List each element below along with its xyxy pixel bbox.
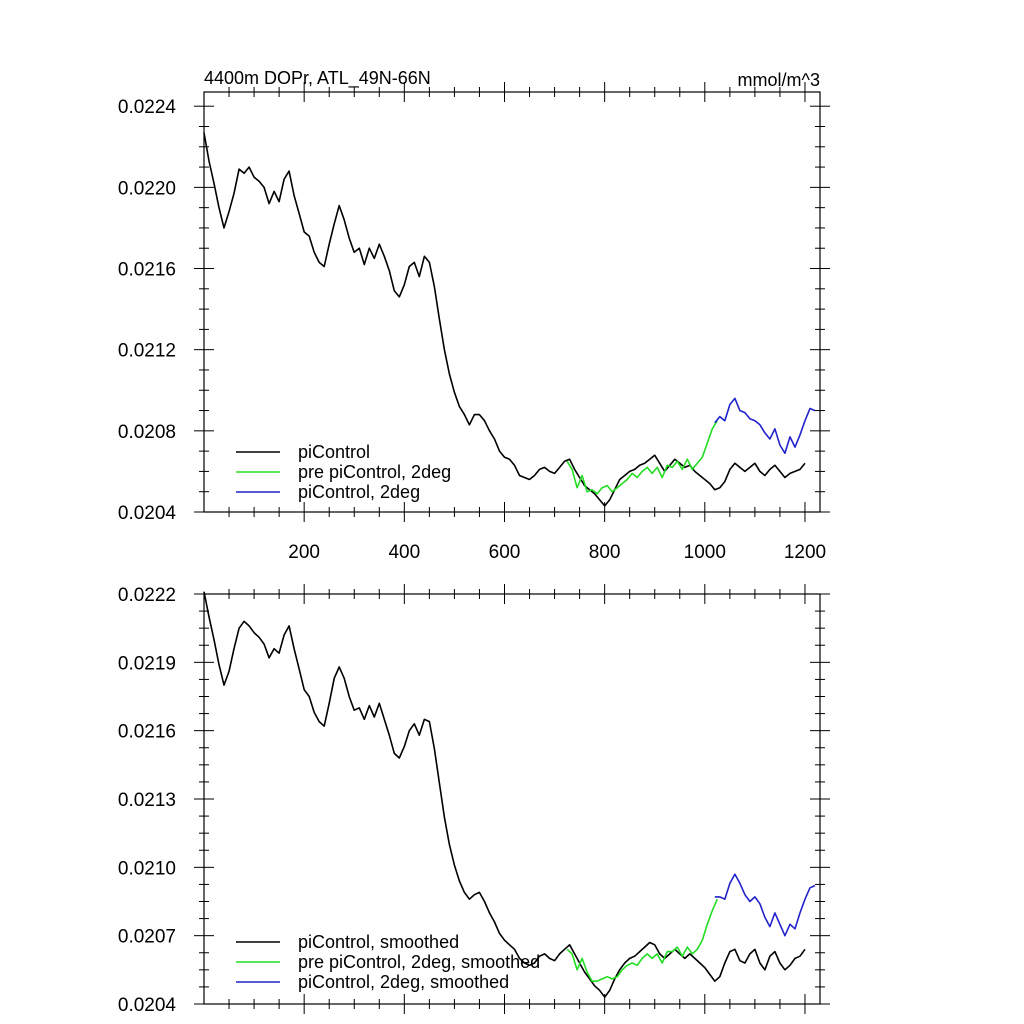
x-tick-label: 400: [388, 542, 420, 563]
series-line: [566, 898, 719, 983]
x-tick-label: 600: [489, 542, 521, 563]
plot-frame: [203, 91, 821, 513]
units-label: mmol/m^3: [738, 70, 820, 90]
y-tick-label: 0.0224: [118, 97, 177, 118]
x-tick-label: 800: [589, 542, 621, 563]
y-tick-label: 0.0220: [118, 178, 176, 199]
y-tick-label: 0.0210: [118, 858, 176, 879]
x-tick-label: 1000: [684, 542, 726, 563]
chart-title: 4400m DOPr, ATL_49N-66N: [204, 68, 431, 89]
series-line: [203, 591, 806, 999]
series-line: [566, 420, 718, 495]
series-line: [714, 397, 816, 455]
y-tick-label: 0.0213: [118, 790, 176, 811]
legend-label: piControl, smoothed: [298, 932, 459, 952]
top-panel: 4400m DOPr, ATL_49N-66N mmol/m^3 200 400 6…: [118, 68, 830, 563]
series-line: [714, 873, 816, 937]
y-tick-label: 0.0207: [118, 927, 176, 948]
legend-label: pre piControl, 2deg: [298, 462, 451, 482]
legend-label: piControl, 2deg, smoothed: [298, 972, 509, 992]
y-tick-label: 0.0208: [118, 422, 176, 443]
y-tick-label: 0.0222: [118, 585, 176, 606]
y-tick-label: 0.0212: [118, 341, 176, 362]
legend-label: piControl, 2deg: [298, 482, 420, 502]
x-tick-label: 1200: [784, 542, 826, 563]
y-tick-label: 0.0219: [118, 653, 176, 674]
legend-label: piControl: [298, 442, 370, 462]
y-tick-label: 0.0216: [118, 260, 176, 281]
y-tick-label: 0.0204: [118, 503, 177, 524]
y-tick-label: 0.0216: [118, 722, 176, 743]
bottom-panel: 0.0204 0.0207 0.0210 0.0213 0.0216 0.0219 0.02…: [118, 584, 830, 1016]
x-tick-label: 200: [288, 542, 320, 563]
series-line: [203, 132, 806, 507]
legend-label: pre piControl, 2deg, smoothed: [298, 952, 540, 972]
y-tick-label: 0.0204: [118, 995, 177, 1016]
